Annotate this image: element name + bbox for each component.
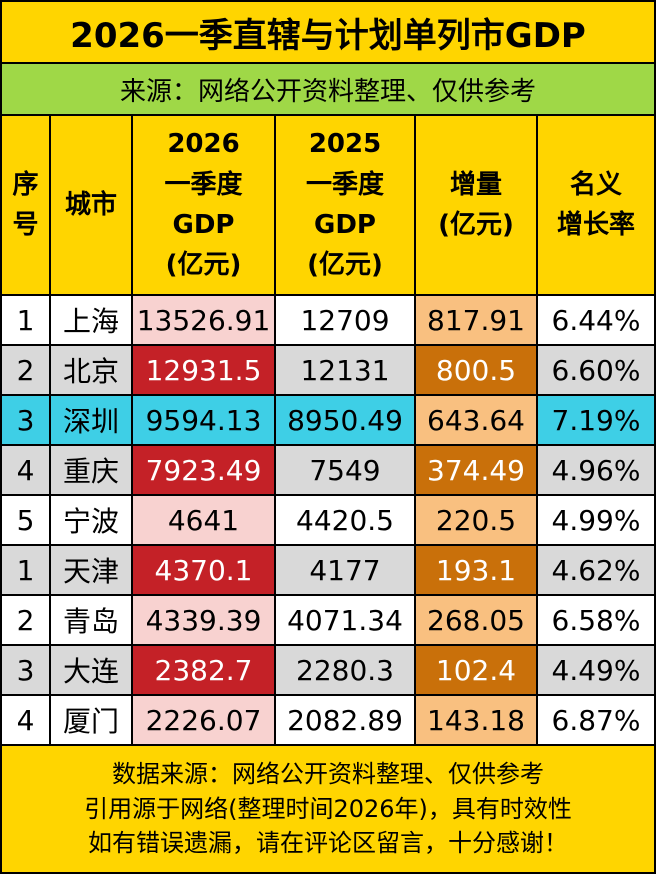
cell-gdp2025: 2082.89	[274, 694, 416, 746]
cell-growth: 4.96%	[536, 444, 654, 496]
footer-line: 引用源于网络(整理时间2026年)，具有时效性	[84, 794, 572, 823]
cell-growth: 7.19%	[536, 394, 654, 446]
cell-city: 大连	[49, 644, 133, 696]
cell-rank: 2	[2, 594, 51, 646]
cell-rank: 4	[2, 694, 51, 746]
cell-gdp2025: 4420.5	[274, 494, 416, 546]
cell-gdp2026: 4339.39	[131, 594, 276, 646]
cell-growth: 6.87%	[536, 694, 654, 746]
table-row: 2 北京 12931.5 12131 800.5 6.60%	[2, 344, 654, 396]
cell-city: 重庆	[49, 444, 133, 496]
cell-growth: 4.62%	[536, 544, 654, 596]
table-row: 1 天津 4370.1 4177 193.1 4.62%	[2, 544, 654, 596]
cell-city: 北京	[49, 344, 133, 396]
cell-gdp2026: 2382.7	[131, 644, 276, 696]
footer-notes: 数据来源：网络公开资料整理、仅供参考 引用源于网络(整理时间2026年)，具有时…	[2, 744, 654, 872]
cell-city: 深圳	[49, 394, 133, 446]
cell-gdp2026: 9594.13	[131, 394, 276, 446]
cell-rank: 4	[2, 444, 51, 496]
cell-rank: 1	[2, 544, 51, 596]
cell-city: 青岛	[49, 594, 133, 646]
table-row: 2 青岛 4339.39 4071.34 268.05 6.58%	[2, 594, 654, 646]
table-row: 1 上海 13526.91 12709 817.91 6.44%	[2, 294, 654, 346]
cell-gdp2025: 12709	[274, 294, 416, 346]
cell-rank: 1	[2, 294, 51, 346]
cell-gdp2026: 7923.49	[131, 444, 276, 496]
cell-increase: 643.64	[414, 394, 538, 446]
cell-city: 厦门	[49, 694, 133, 746]
cell-gdp2026: 2226.07	[131, 694, 276, 746]
cell-gdp2025: 4177	[274, 544, 416, 596]
cell-city: 宁波	[49, 494, 133, 546]
cell-city: 上海	[49, 294, 133, 346]
cell-gdp2025: 7549	[274, 444, 416, 496]
cell-growth: 6.44%	[536, 294, 654, 346]
footer-line: 数据来源：网络公开资料整理、仅供参考	[112, 759, 544, 788]
cell-increase: 800.5	[414, 344, 538, 396]
table-row: 4 重庆 7923.49 7549 374.49 4.96%	[2, 444, 654, 496]
table-row: 5 宁波 4641 4420.5 220.5 4.99%	[2, 494, 654, 546]
cell-rank: 2	[2, 344, 51, 396]
cell-gdp2025: 4071.34	[274, 594, 416, 646]
cell-gdp2025: 8950.49	[274, 394, 416, 446]
cell-growth: 6.58%	[536, 594, 654, 646]
cell-increase: 220.5	[414, 494, 538, 546]
header-rank: 序 号	[2, 116, 51, 296]
header-city: 城市	[49, 116, 133, 296]
cell-gdp2025: 2280.3	[274, 644, 416, 696]
cell-growth: 4.49%	[536, 644, 654, 696]
cell-increase: 374.49	[414, 444, 538, 496]
table-row: 3 大连 2382.7 2280.3 102.4 4.49%	[2, 644, 654, 696]
table-row: 4 厦门 2226.07 2082.89 143.18 6.87%	[2, 694, 654, 746]
header-gdp-2026: 2026 一季度 GDP (亿元)	[131, 116, 276, 296]
cell-gdp2026: 4370.1	[131, 544, 276, 596]
cell-gdp2026: 13526.91	[131, 294, 276, 346]
cell-increase: 817.91	[414, 294, 538, 346]
cell-gdp2025: 12131	[274, 344, 416, 396]
footer-line: 如有错误遗漏，请在评论区留言，十分感谢！	[88, 829, 568, 858]
cell-rank: 5	[2, 494, 51, 546]
page-title: 2026一季直辖与计划单列市GDP	[2, 2, 654, 64]
header-growth: 名义 增长率	[536, 116, 654, 296]
cell-growth: 4.99%	[536, 494, 654, 546]
header-row: 序 号 城市 2026 一季度 GDP (亿元) 2025 一季度 GDP (亿…	[2, 116, 654, 296]
cell-city: 天津	[49, 544, 133, 596]
cell-rank: 3	[2, 394, 51, 446]
cell-gdp2026: 12931.5	[131, 344, 276, 396]
cell-gdp2026: 4641	[131, 494, 276, 546]
cell-increase: 193.1	[414, 544, 538, 596]
cell-increase: 268.05	[414, 594, 538, 646]
source-banner: 来源：网络公开资料整理、仅供参考	[2, 64, 654, 116]
cell-growth: 6.60%	[536, 344, 654, 396]
cell-increase: 143.18	[414, 694, 538, 746]
cell-increase: 102.4	[414, 644, 538, 696]
cell-rank: 3	[2, 644, 51, 696]
header-increase: 增量 (亿元)	[414, 116, 538, 296]
header-gdp-2025: 2025 一季度 GDP (亿元)	[274, 116, 416, 296]
table-row: 3 深圳 9594.13 8950.49 643.64 7.19%	[2, 394, 654, 446]
gdp-table: 序 号 城市 2026 一季度 GDP (亿元) 2025 一季度 GDP (亿…	[2, 116, 654, 746]
table-body: 1 上海 13526.91 12709 817.91 6.44% 2 北京 12931.5 121…	[2, 294, 654, 746]
